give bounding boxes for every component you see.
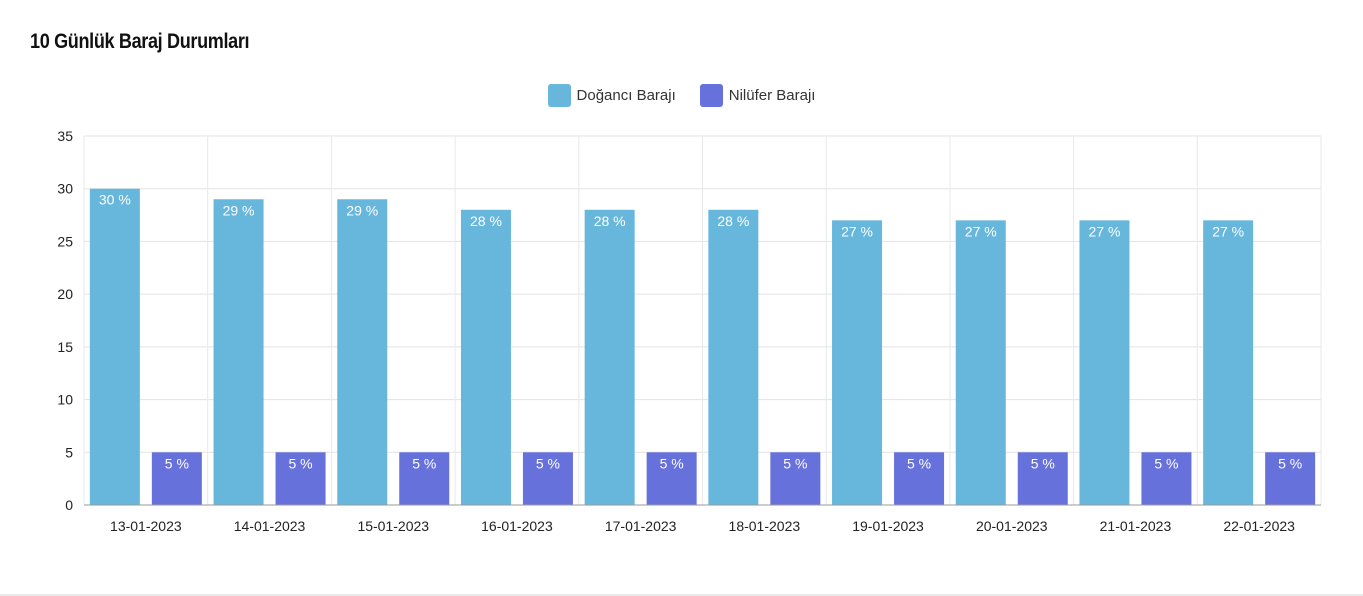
bar-nilufer[interactable] <box>522 452 573 505</box>
bar-data-label: 28 % <box>717 213 749 229</box>
legend-label-nilufer: Nilüfer Barajı <box>728 87 816 104</box>
bar-data-label: 5 % <box>907 455 931 471</box>
bar-nilufer[interactable] <box>151 452 202 505</box>
bar-data-label: 30 % <box>99 192 131 208</box>
bar-dogancı[interactable] <box>337 199 388 505</box>
bar-data-label: 27 % <box>841 223 873 239</box>
bar-data-label: 28 % <box>594 213 626 229</box>
bar-nilufer[interactable] <box>1265 452 1316 505</box>
bar-dogancı[interactable] <box>1203 220 1254 506</box>
chart-title: 10 Günlük Baraj Durumları <box>30 30 250 53</box>
bar-nilufer[interactable] <box>1017 452 1068 505</box>
bar-data-label: 5 % <box>783 455 807 471</box>
x-tick-label: 20-01-2023 <box>976 518 1048 534</box>
legend-item-dogancı[interactable]: Doğancı Barajı <box>547 84 676 107</box>
chart-legend: Doğancı Barajı Nilüfer Barajı <box>0 84 1363 107</box>
y-tick-label: 35 <box>57 128 73 144</box>
bar-dogancı[interactable] <box>1079 220 1130 506</box>
bar-data-label: 5 % <box>1031 455 1055 471</box>
y-tick-label: 5 <box>65 444 73 460</box>
bar-data-label: 5 % <box>1154 455 1178 471</box>
x-tick-label: 14-01-2023 <box>234 518 306 534</box>
bar-dogancı[interactable] <box>89 188 140 505</box>
bar-dogancı[interactable] <box>460 209 511 506</box>
bar-data-label: 5 % <box>165 455 189 471</box>
bar-data-label: 29 % <box>223 202 255 218</box>
bar-dogancı[interactable] <box>584 209 635 506</box>
bar-dogancı[interactable] <box>832 220 883 506</box>
bar-data-label: 5 % <box>536 455 560 471</box>
bar-nilufer[interactable] <box>646 452 697 505</box>
legend-swatch-dogancı <box>547 84 571 107</box>
y-tick-label: 30 <box>57 181 73 197</box>
bar-data-label: 27 % <box>1088 223 1120 239</box>
legend-label-dogancı: Doğancı Barajı <box>576 87 676 104</box>
bar-nilufer[interactable] <box>399 452 450 505</box>
x-tick-label: 18-01-2023 <box>729 518 801 534</box>
bar-data-label: 27 % <box>965 223 997 239</box>
bar-nilufer[interactable] <box>894 452 945 505</box>
x-tick-label: 13-01-2023 <box>110 518 182 534</box>
x-tick-label: 15-01-2023 <box>357 518 429 534</box>
bar-data-label: 27 % <box>1212 223 1244 239</box>
y-tick-label: 25 <box>57 233 73 249</box>
bar-nilufer[interactable] <box>1141 452 1192 505</box>
x-tick-label: 19-01-2023 <box>852 518 924 534</box>
x-tick-label: 16-01-2023 <box>481 518 553 534</box>
bar-dogancı[interactable] <box>708 209 759 506</box>
bar-data-label: 5 % <box>660 455 684 471</box>
x-tick-label: 22-01-2023 <box>1223 518 1295 534</box>
x-tick-label: 21-01-2023 <box>1100 518 1172 534</box>
y-tick-label: 10 <box>57 392 73 408</box>
y-tick-label: 0 <box>65 497 73 513</box>
bar-nilufer[interactable] <box>770 452 821 505</box>
bar-data-label: 29 % <box>346 202 378 218</box>
y-tick-label: 20 <box>57 286 73 302</box>
bar-data-label: 28 % <box>470 213 502 229</box>
bar-data-label: 5 % <box>412 455 436 471</box>
bar-dogancı[interactable] <box>213 199 264 505</box>
bar-data-label: 5 % <box>1278 455 1302 471</box>
bar-nilufer[interactable] <box>275 452 326 505</box>
legend-item-nilufer[interactable]: Nilüfer Barajı <box>699 84 816 107</box>
y-tick-label: 15 <box>57 339 73 355</box>
bar-data-label: 5 % <box>288 455 312 471</box>
bar-dogancı[interactable] <box>955 220 1006 506</box>
x-tick-label: 17-01-2023 <box>605 518 677 534</box>
legend-swatch-nilufer <box>699 84 723 107</box>
